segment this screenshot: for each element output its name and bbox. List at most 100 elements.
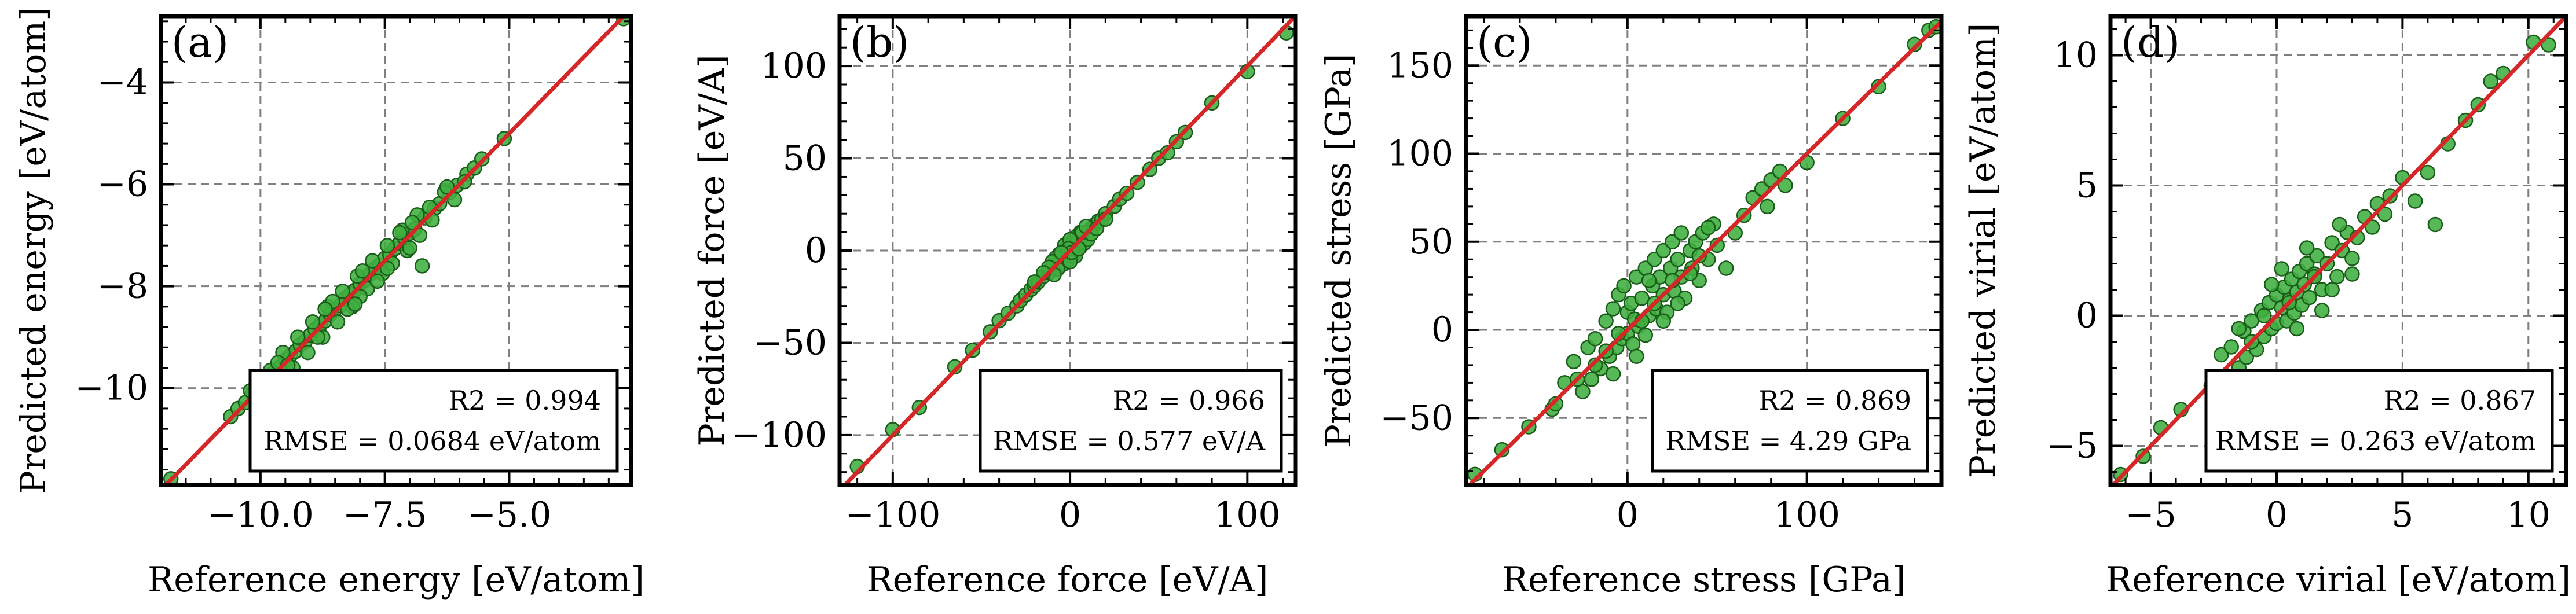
y-tick-label-0: −10 [75, 368, 148, 409]
data-point-40 [1673, 225, 1690, 241]
data-point-65 [2264, 277, 2280, 292]
stats-box [1651, 369, 1929, 473]
stats-box [2204, 369, 2554, 473]
data-point-69 [2324, 282, 2340, 297]
data-point-76 [1670, 296, 1685, 311]
data-point-1 [1494, 442, 1510, 458]
y-tick-label-1: 0 [1431, 310, 1453, 350]
rmse-text: RMSE = 0.263 eV/atom [2215, 425, 2536, 457]
data-point-89 [439, 179, 455, 195]
data-point-66 [2344, 266, 2360, 282]
ticks [160, 16, 631, 485]
panel-label: (d) [2121, 18, 2180, 67]
data-point-70 [369, 273, 386, 289]
data-point-83 [379, 260, 395, 277]
y-tick-label-1: −8 [97, 266, 148, 307]
x-axis-label: Reference energy [eV/atom] [148, 560, 644, 600]
ticks [1466, 16, 1941, 485]
data-point-3 [947, 359, 963, 375]
plot-frame [1464, 14, 1944, 487]
y-tick-label-3: 50 [783, 138, 827, 179]
data-point-38 [1670, 251, 1685, 267]
data-point-62 [2332, 216, 2347, 233]
y-axis-label: Predicted stress [GPa] [1318, 54, 1359, 448]
data-point-9 [1587, 331, 1603, 347]
r2-text: R2 = 0.869 [1759, 385, 1911, 416]
stats-legend: R2 = 0.869 RMSE = 4.29 GPa [1651, 369, 1929, 473]
data-point-75 [392, 225, 408, 241]
data-point-25 [1637, 327, 1654, 343]
data-point-55 [2541, 37, 2556, 53]
x-tick-label-0: −100 [845, 495, 940, 535]
rmse-text: RMSE = 0.0684 eV/atom [263, 425, 601, 457]
data-point-86 [402, 240, 417, 256]
rmse-text: RMSE = 0.577 eV/A [993, 425, 1266, 457]
data-point-79 [414, 258, 430, 274]
panel-label: (a) [171, 18, 229, 67]
data-point-42 [2364, 219, 2380, 235]
data-point-11 [1598, 313, 1614, 329]
x-axis-label: Reference force [eV/A] [867, 560, 1269, 600]
data-point-64 [2289, 321, 2305, 337]
data-point-76 [412, 227, 428, 243]
x-tick-label-1: 100 [1773, 495, 1840, 535]
data-point-63 [2231, 321, 2247, 337]
data-point-73 [1641, 273, 1657, 289]
x-axis-label: Reference virial [eV/atom] [2106, 560, 2571, 600]
parity-line [164, 16, 626, 485]
data-point-36 [2329, 269, 2345, 285]
parity-line [2110, 16, 2566, 485]
data-point-82 [347, 296, 363, 312]
y-axis-label: Predicted energy [eV/atom] [13, 7, 54, 494]
data-point-87 [317, 302, 333, 317]
data-point-61 [1871, 79, 1886, 95]
y-tick-label-3: 100 [1387, 134, 1453, 174]
stats-legend: R2 = 0.867 RMSE = 0.263 eV/atom [2204, 369, 2554, 473]
rmse-text: RMSE = 4.29 GPa [1665, 425, 1911, 457]
data-point-13 [1605, 301, 1621, 317]
data-point-50 [1718, 260, 1734, 276]
data-point-62 [1907, 36, 1922, 52]
x-tick-label-0: −10.0 [207, 495, 314, 535]
parity-line [1467, 19, 1941, 485]
data-point-7 [2223, 339, 2239, 355]
data-point-58 [1778, 178, 1793, 193]
data-point-58 [364, 253, 380, 269]
chart-panel-4: −5 0 5 10 −5 0 5 10 Reference virial [eV/atom] Pr… [1963, 14, 2571, 600]
stats-box [979, 369, 1283, 473]
data-point-24 [1634, 290, 1650, 306]
y-tick-label-0: −50 [1380, 398, 1453, 438]
data-point-47 [2407, 193, 2423, 209]
data-point-5 [2214, 347, 2229, 363]
r2-text: R2 = 0.966 [1113, 385, 1265, 416]
chart-panel-2: −100 0 100 −100 −50 0 50 100 Reference force [eV… [692, 14, 1298, 600]
x-tick-label-2: −5.0 [467, 495, 552, 535]
data-point-29 [2299, 256, 2315, 271]
data-point-54 [305, 314, 321, 330]
y-tick-label-0: −100 [731, 415, 827, 455]
data-points [2113, 34, 2556, 483]
x-tick-label-3: 10 [2507, 495, 2551, 535]
y-tick-label-2: −6 [97, 164, 148, 205]
y-tick-label-4: 150 [1387, 45, 1453, 86]
chart-panel-1: −10.0 −7.5 −5.0 −10 −8 −6 −4 Reference energy [… [13, 7, 644, 600]
y-tick-label-0: −5 [2047, 426, 2098, 466]
data-point-4 [1548, 396, 1564, 412]
y-tick-label-2: 50 [1409, 222, 1453, 262]
data-point-11 [2244, 313, 2259, 329]
data-point-75 [1605, 366, 1621, 382]
data-point-74 [1655, 313, 1672, 329]
data-point-69 [354, 263, 371, 279]
x-tick-label-0: 0 [1617, 495, 1639, 535]
data-point-73 [404, 215, 420, 230]
parity-line [842, 16, 1295, 485]
data-point-59 [379, 237, 395, 253]
data-point-44 [2377, 206, 2393, 222]
data-point-52 [2483, 73, 2498, 89]
data-point-39 [2344, 251, 2360, 266]
data-point-35 [2324, 235, 2340, 251]
data-point-67 [2299, 240, 2315, 256]
data-point-81 [1629, 348, 1644, 364]
data-point-5 [1566, 354, 1582, 370]
y-axis-label: Predicted force [eV/A] [692, 54, 732, 446]
